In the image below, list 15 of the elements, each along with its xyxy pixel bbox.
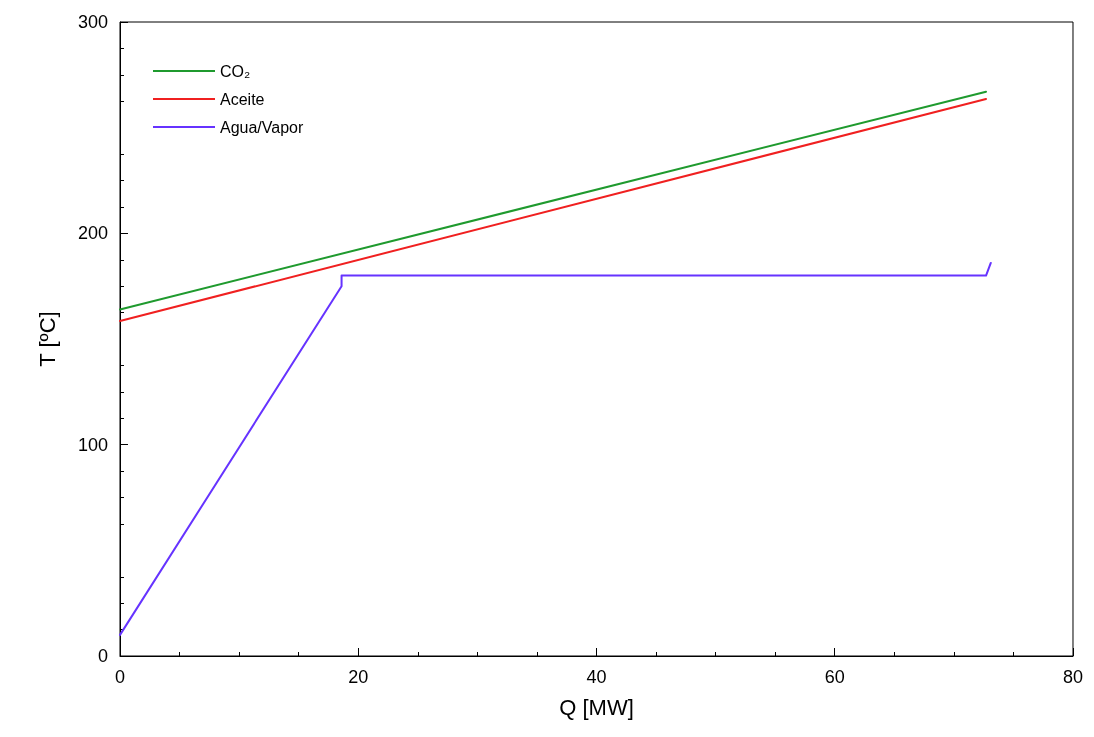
y-tick-label: 300 — [77, 12, 108, 32]
x-tick-label: 40 — [586, 667, 607, 687]
x-tick-label: 0 — [114, 667, 126, 687]
y-axis-title: T [ºC] — [34, 311, 60, 367]
y-tick-label: 0 — [97, 646, 108, 666]
y-tick-label: 100 — [77, 434, 108, 455]
legend-label: Agua/Vapor — [220, 118, 304, 136]
y-tick-label: 200 — [77, 223, 108, 244]
legend-label: CO₂ — [220, 62, 251, 80]
x-tick-label: 20 — [348, 667, 369, 687]
x-tick-label: 80 — [1062, 667, 1083, 687]
x-tick-label: 60 — [824, 667, 845, 687]
x-axis-title: Q [MW] — [559, 694, 634, 720]
line-series — [119, 261, 992, 636]
legend-label: Aceite — [220, 90, 265, 108]
